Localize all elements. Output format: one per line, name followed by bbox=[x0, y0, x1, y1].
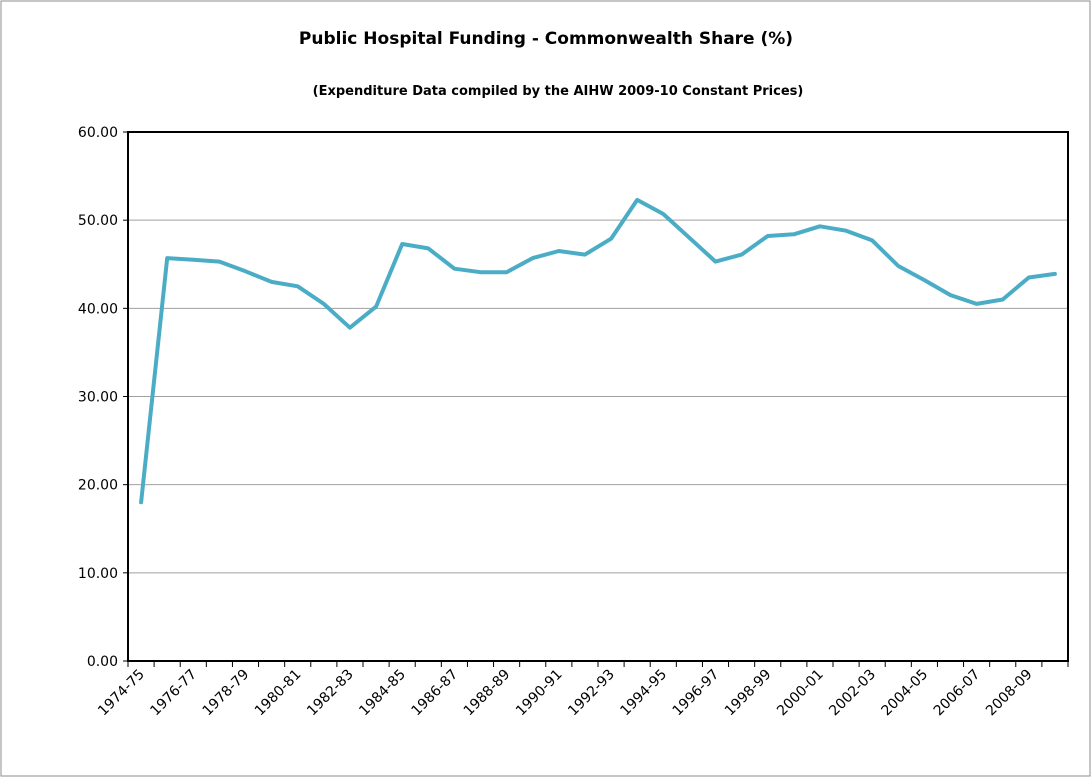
y-tick-label: 30.00 bbox=[78, 390, 118, 406]
y-tick-label: 40.00 bbox=[78, 301, 118, 317]
chart-title: Public Hospital Funding - Commonwealth S… bbox=[299, 29, 793, 49]
y-tick-label: 10.00 bbox=[78, 566, 118, 582]
y-tick-label: 60.00 bbox=[78, 125, 118, 141]
y-tick-label: 50.00 bbox=[78, 213, 118, 229]
data-line bbox=[139, 197, 1057, 505]
chart-subtitle: (Expenditure Data compiled by the AIHW 2… bbox=[313, 84, 804, 99]
y-tick-label: 20.00 bbox=[78, 478, 118, 494]
y-tick-label: 0.00 bbox=[87, 654, 118, 670]
